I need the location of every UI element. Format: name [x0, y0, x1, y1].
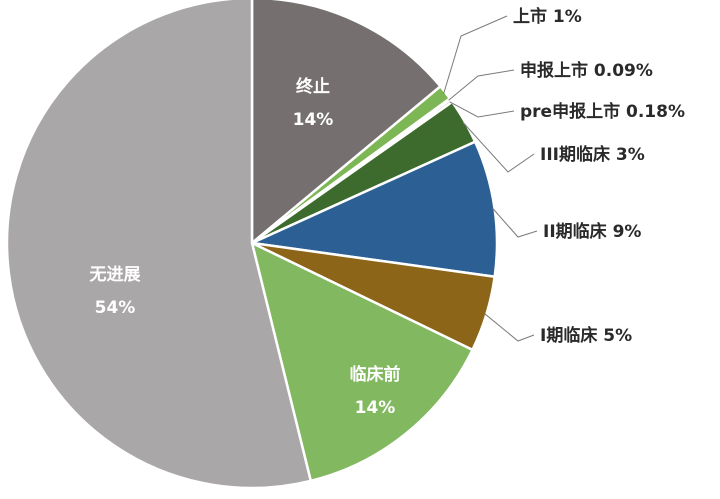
leader-line — [449, 101, 515, 118]
slice-outer-label: III期临床 3% — [540, 144, 645, 165]
slice-category-label: 终止 — [296, 76, 330, 97]
leader-line — [448, 69, 515, 101]
leader-line — [484, 313, 535, 342]
slice-value-label: 14% — [293, 110, 334, 130]
pie-slices — [5, 0, 499, 490]
slice-value-label: 14% — [355, 398, 396, 418]
slice-outer-label: 申报上市 0.09% — [520, 60, 653, 81]
pie-slice-8 — [5, 0, 313, 490]
slice-category-label: 无进展 — [89, 265, 141, 285]
leader-line — [462, 121, 535, 173]
slice-outer-label: II期临床 9% — [543, 221, 641, 242]
slice-outer-label: 上市 1% — [513, 6, 582, 27]
leader-line — [443, 15, 508, 94]
slice-category-label: 临床前 — [350, 364, 401, 385]
slice-outer-label: pre申报上市 0.18% — [520, 101, 685, 122]
slice-value-label: 54% — [95, 298, 136, 318]
pie-slice-0 — [250, 0, 443, 246]
slice-labels: 终止 14% 上市 1% 申报上市 0.09% pre申报上市 0.18% III期临床 … — [89, 6, 685, 418]
pie-slice-7 — [250, 240, 475, 483]
leader-lines — [443, 15, 538, 342]
pie-slice-5 — [247, 140, 499, 279]
slice-outer-label: I期临床 5% — [540, 325, 632, 346]
leader-line — [492, 207, 538, 238]
